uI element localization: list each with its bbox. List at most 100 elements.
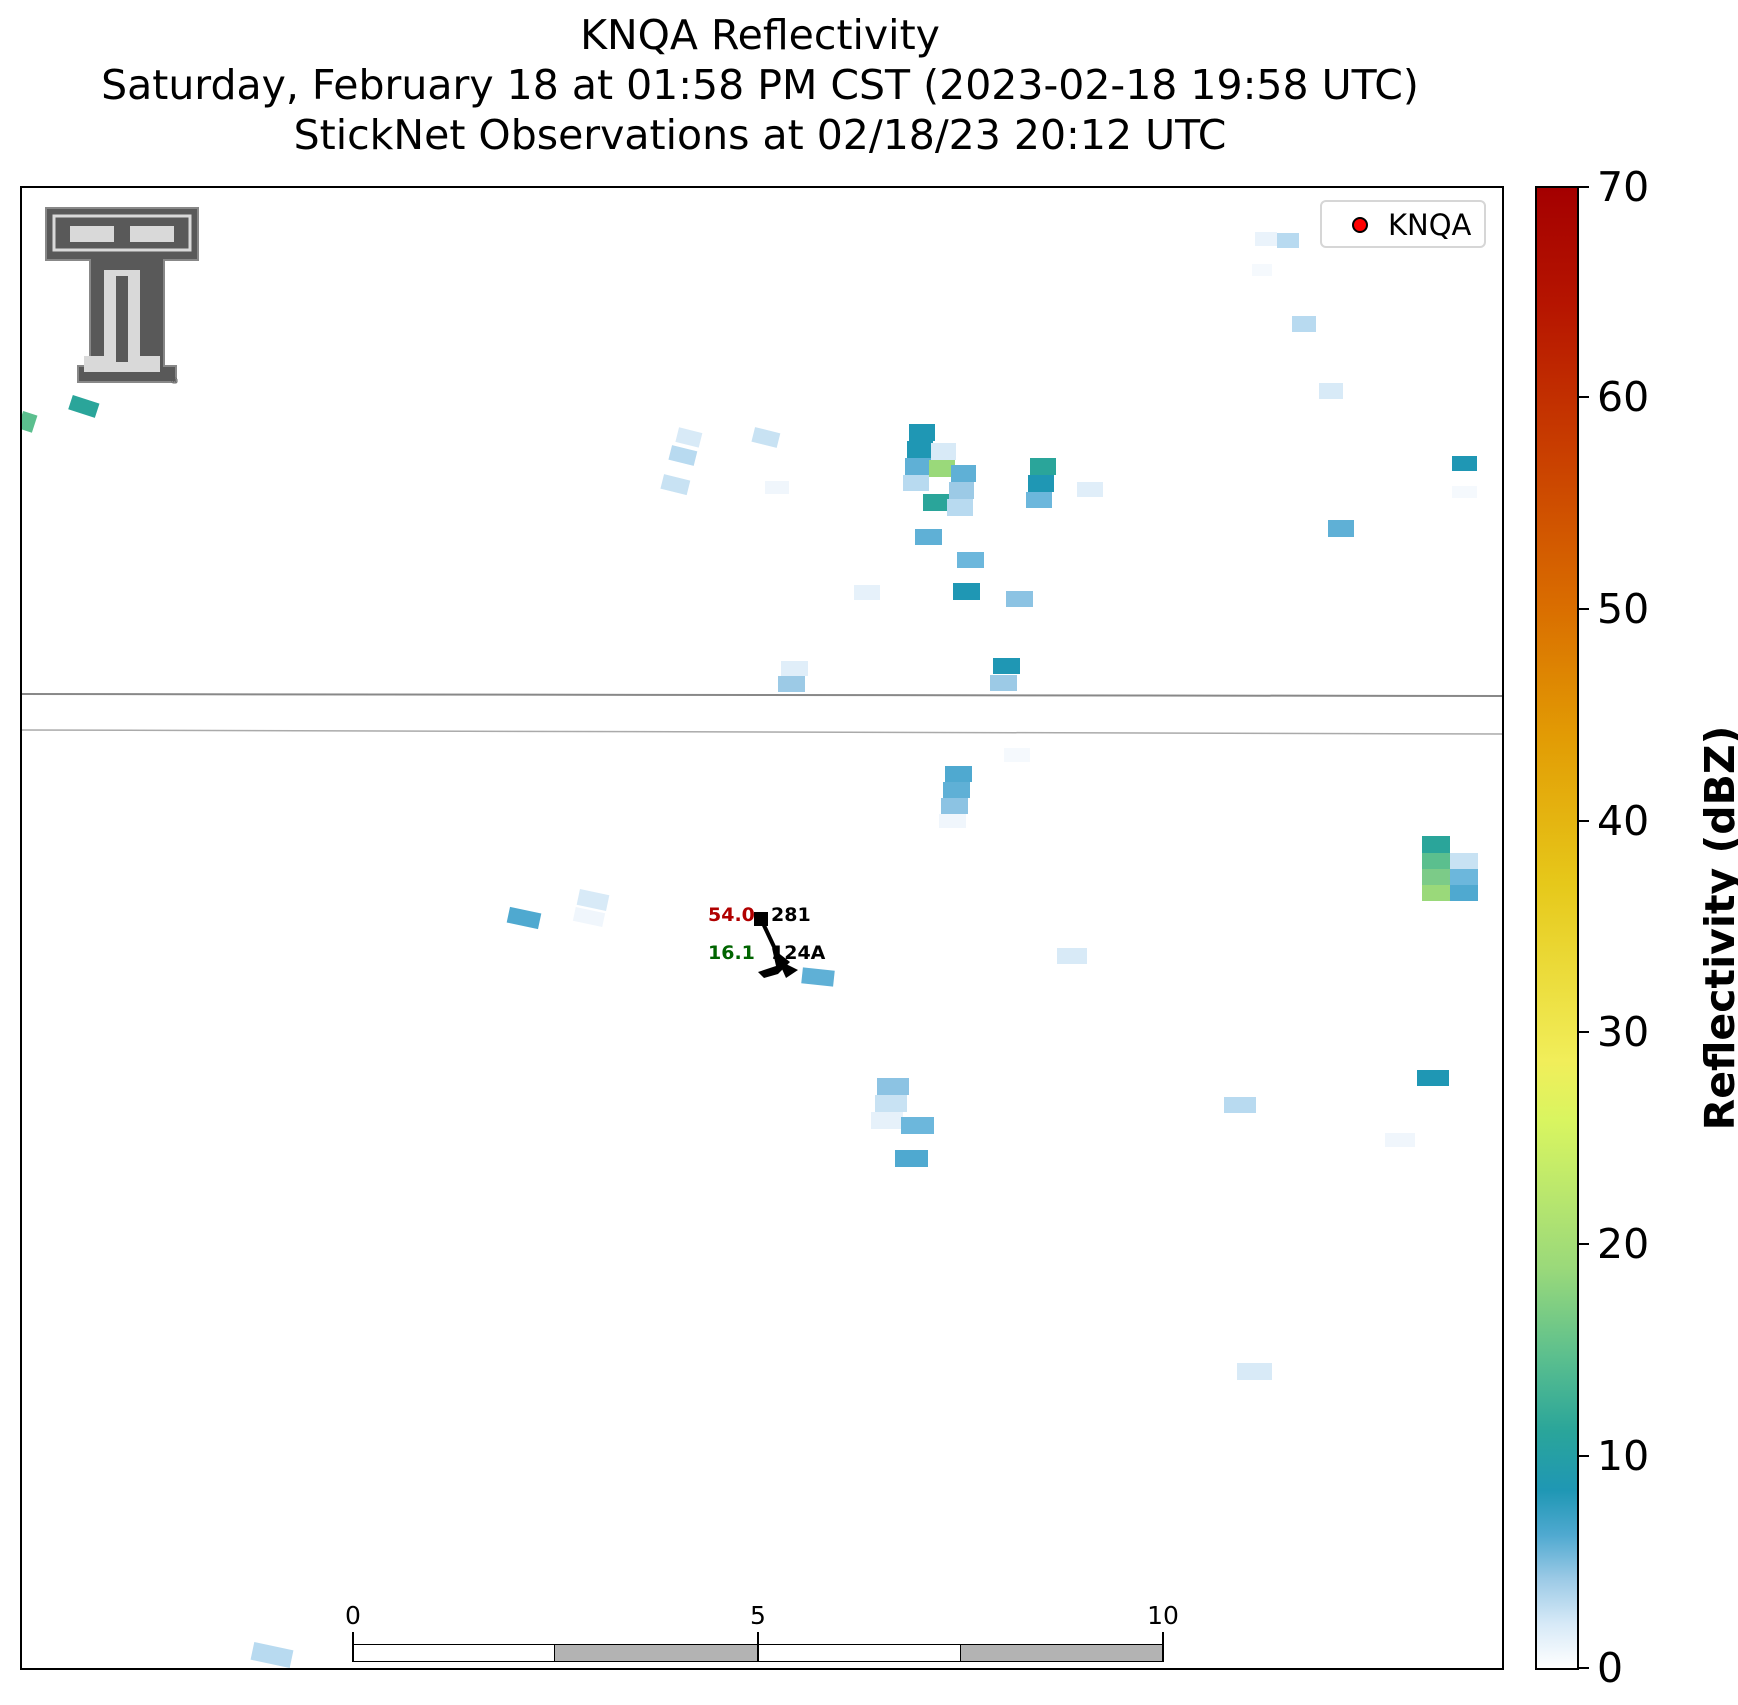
colorbar xyxy=(1535,186,1579,1670)
reflectivity-field xyxy=(22,232,1502,1668)
gate xyxy=(941,798,968,814)
gate xyxy=(781,661,808,676)
gate xyxy=(660,474,691,496)
gate xyxy=(1452,456,1477,471)
gate xyxy=(22,410,38,433)
gate xyxy=(1422,885,1450,901)
gate xyxy=(1030,458,1056,475)
gate xyxy=(1006,591,1033,607)
gate xyxy=(751,427,781,448)
colorbar-label-40: 40 xyxy=(1597,797,1650,845)
colorbar-tick xyxy=(1579,820,1589,822)
gate xyxy=(929,460,955,477)
gate xyxy=(895,1150,928,1167)
gate xyxy=(675,427,703,448)
station-temperature: 54.0 xyxy=(708,904,755,926)
gate xyxy=(1417,1070,1449,1086)
colorbar-tick xyxy=(1579,1455,1589,1457)
colorbar-title: Reflectivity (dBZ) xyxy=(1696,725,1738,1131)
gate xyxy=(877,1078,909,1095)
gate xyxy=(1057,948,1087,964)
colorbar-tick xyxy=(1579,1243,1589,1245)
gate xyxy=(903,475,929,491)
title-line-2: Saturday, February 18 at 01:58 PM CST (2… xyxy=(101,61,1419,109)
gate xyxy=(250,1642,294,1668)
colorbar-label-20: 20 xyxy=(1597,1220,1650,1268)
station-pressure-code: 281 xyxy=(771,904,811,926)
gate xyxy=(1452,486,1477,498)
boundary-line-lower xyxy=(22,729,1502,735)
title-line-1: KNQA Reflectivity xyxy=(580,11,940,59)
legend-label: KNQA xyxy=(1388,208,1472,242)
gate xyxy=(506,906,542,930)
scale-segment xyxy=(757,1644,961,1662)
gate xyxy=(993,658,1020,674)
gate xyxy=(947,499,973,516)
colorbar-tick xyxy=(1579,396,1589,398)
gate xyxy=(1004,748,1030,762)
gate xyxy=(765,481,789,494)
registered-mark: ® xyxy=(170,377,179,386)
scale-bar: 0 5 10 km xyxy=(345,1588,1179,1669)
gate xyxy=(1450,885,1478,901)
gate xyxy=(923,494,949,511)
station-dewpoint: 16.1 xyxy=(708,942,755,964)
gate xyxy=(1319,383,1343,399)
colorbar-label-10: 10 xyxy=(1597,1432,1650,1480)
gate xyxy=(1385,1133,1415,1147)
gate xyxy=(1028,475,1054,492)
colorbar-tick xyxy=(1579,1667,1589,1669)
gate xyxy=(953,583,980,600)
boundary-line-upper xyxy=(22,693,1502,697)
scale-label-0: 0 xyxy=(345,1601,361,1630)
gate xyxy=(1292,316,1316,332)
gate xyxy=(990,675,1017,691)
gate xyxy=(1237,1363,1272,1380)
gate xyxy=(1328,520,1354,537)
gate xyxy=(945,766,972,782)
scale-segment xyxy=(554,1644,758,1662)
colorbar-tick xyxy=(1579,608,1589,610)
gate xyxy=(871,1112,903,1129)
gate xyxy=(939,814,966,828)
colorbar-tick xyxy=(1579,186,1589,188)
gate xyxy=(931,443,956,460)
gate xyxy=(905,458,931,475)
gate xyxy=(1422,836,1450,853)
gate xyxy=(943,782,970,798)
gate xyxy=(1422,869,1450,885)
colorbar-label-50: 50 xyxy=(1597,585,1650,633)
gate xyxy=(951,465,976,482)
colorbar-label-60: 60 xyxy=(1597,373,1650,421)
gate xyxy=(1026,492,1052,508)
gate xyxy=(854,585,880,600)
colorbar-label-0: 0 xyxy=(1597,1644,1624,1692)
radar-map: ® KNQA 54.0 281 16.1 124A xyxy=(20,186,1504,1670)
scale-tick xyxy=(1162,1632,1164,1662)
gate xyxy=(1450,869,1478,885)
gate xyxy=(68,395,100,418)
legend: KNQA xyxy=(1320,200,1486,248)
gate xyxy=(907,441,933,458)
gate xyxy=(1252,264,1272,276)
reflectivity-gates xyxy=(22,232,1478,1668)
gate xyxy=(1450,853,1478,869)
colorbar-label-30: 30 xyxy=(1597,1008,1650,1056)
title-line-3: StickNet Observations at 02/18/23 20:12 … xyxy=(293,111,1227,159)
gate xyxy=(1255,232,1277,246)
gate xyxy=(778,676,805,692)
gate xyxy=(901,1117,934,1134)
gate xyxy=(957,552,984,568)
scale-label-10: 10 xyxy=(1147,1601,1179,1630)
gate xyxy=(1077,482,1103,497)
gate xyxy=(1224,1097,1256,1113)
wind-barb-icon xyxy=(754,912,798,978)
gate xyxy=(576,889,610,911)
texas-tech-double-t-logo-icon: ® xyxy=(45,207,199,386)
gate xyxy=(875,1095,907,1112)
colorbar-label-70: 70 xyxy=(1597,163,1650,211)
knqa-radar-marker-icon xyxy=(1352,217,1368,233)
gate xyxy=(909,424,935,441)
gate xyxy=(949,482,974,499)
gate xyxy=(668,445,698,466)
